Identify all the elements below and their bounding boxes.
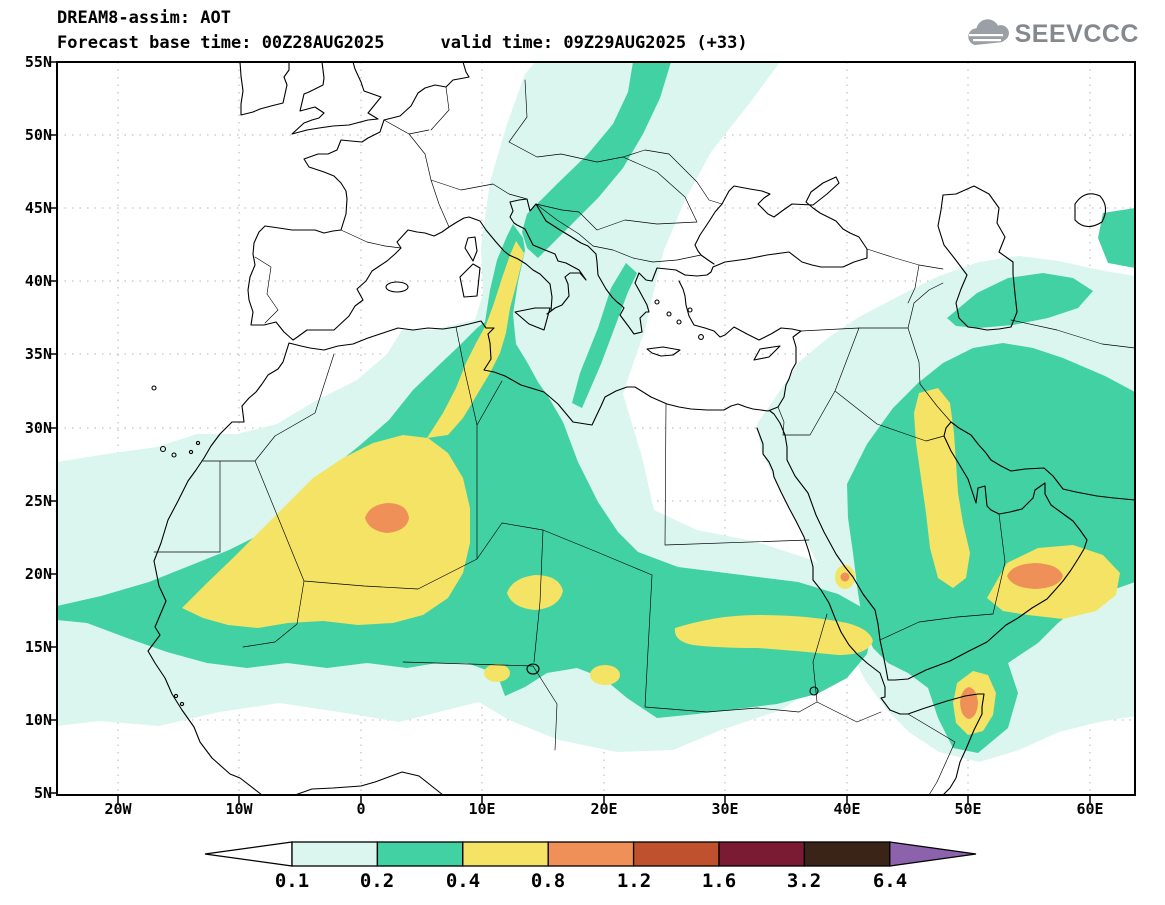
colorbar-seg-0.1-0.2: [291, 841, 379, 867]
lat-tick-55n: 55N: [24, 53, 52, 71]
axis-ticks: [49, 61, 1091, 803]
colorbar-label-6.4: 6.4: [872, 870, 908, 892]
colorbar-label-1.2: 1.2: [616, 870, 652, 892]
lon-tick-60e: 60E: [1076, 800, 1104, 818]
colorbar-seg-3.2-6.4: [803, 841, 891, 867]
seevccc-logo: SEEVCCC: [963, 18, 1139, 50]
colorbar-label-1.6: 1.6: [701, 870, 737, 892]
plot-title: DREAM8-assim: AOT: [57, 8, 231, 28]
lon-tick-0: 0: [356, 800, 366, 818]
lon-tick-20e: 20E: [590, 800, 618, 818]
colorbar: [204, 841, 977, 867]
colorbar-label-0.1: 0.1: [274, 870, 310, 892]
colorbar-seg-0.2-0.4: [376, 841, 464, 867]
colorbar-label-0.4: 0.4: [445, 870, 481, 892]
country-borders: [153, 79, 1136, 796]
lon-tick-30e: 30E: [711, 800, 739, 818]
lat-tick-45n: 45N: [24, 199, 52, 217]
valid-time: valid time: 09Z29AUG2025 (+33): [440, 33, 748, 53]
lat-tick-50n: 50N: [24, 126, 52, 144]
map-figure: [49, 61, 1136, 803]
lon-tick-10w: 10W: [225, 800, 253, 818]
forecast-base-time: Forecast base time: 00Z28AUG2025: [57, 33, 385, 53]
contour-level-0-8: [365, 503, 1063, 719]
lat-tick-40n: 40N: [24, 272, 52, 290]
colorbar-seg-0.4-0.8: [462, 841, 549, 867]
logo-text: SEEVCCC: [1014, 19, 1139, 48]
colorbar-seg-0.8-1.2: [547, 841, 635, 867]
lat-tick-10n: 10N: [24, 711, 52, 729]
lon-tick-10e: 10E: [468, 800, 496, 818]
colorbar-label-3.2: 3.2: [786, 870, 822, 892]
colorbar-label-0.8: 0.8: [530, 870, 566, 892]
lat-tick-35n: 35N: [24, 345, 52, 363]
coastlines: [147, 61, 1136, 796]
lat-tick-15n: 15N: [24, 638, 52, 656]
lat-tick-25n: 25N: [24, 492, 52, 510]
colorbar-seg-1.2-1.6: [632, 841, 720, 867]
colorbar-under-arrow: [204, 841, 293, 867]
colorbar-label-0.2: 0.2: [359, 870, 395, 892]
lon-tick-40e: 40E: [833, 800, 861, 818]
lat-tick-5n: 5N: [33, 784, 52, 802]
lon-tick-50e: 50E: [954, 800, 982, 818]
colorbar-over-arrow: [889, 841, 977, 867]
map-canvas: [49, 61, 1136, 803]
lon-tick-20w: 20W: [104, 800, 132, 818]
colorbar-seg-1.6-3.2: [718, 841, 806, 867]
lat-tick-30n: 30N: [24, 419, 52, 437]
plot-subtitle: Forecast base time: 00Z28AUG2025 valid ti…: [57, 33, 748, 53]
cloud-icon: [967, 19, 1009, 45]
lat-tick-20n: 20N: [24, 565, 52, 583]
